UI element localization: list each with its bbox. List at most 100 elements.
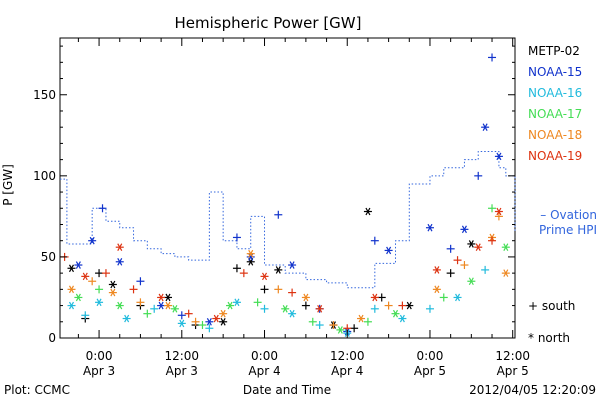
marker-stroke — [82, 272, 88, 281]
north-star-marker — [405, 301, 414, 310]
north-star-marker — [453, 293, 462, 302]
marker-stroke — [172, 305, 178, 313]
y-axis: 0 50 100 150 — [33, 45, 515, 345]
x-tick-label-time: 0:00 — [251, 349, 278, 363]
south-plus-marker — [136, 298, 145, 307]
south-plus-marker — [315, 321, 324, 330]
x-tick-label-date: Apr 3 — [166, 364, 198, 378]
marker-stroke — [117, 301, 123, 310]
x-tick-label-date: Apr 3 — [83, 364, 115, 378]
north-star-marker — [370, 293, 379, 302]
south-plus-marker — [363, 317, 372, 326]
marker-stroke — [248, 253, 254, 261]
south-plus-marker — [81, 311, 90, 320]
south-plus-marker — [239, 269, 248, 278]
ovation-line — [60, 151, 516, 289]
y-tick-label: 0 — [48, 331, 56, 345]
north-star-marker — [246, 257, 255, 266]
north-star-marker — [288, 309, 297, 318]
north-star-marker — [494, 152, 503, 161]
legend-ovation: Prime HPI — [539, 223, 597, 237]
marker-stroke — [482, 123, 488, 131]
marker-stroke — [75, 261, 81, 269]
marker-stroke — [289, 309, 295, 318]
north-star-marker — [281, 305, 290, 313]
y-tick-label: 100 — [33, 169, 56, 183]
south-plus-marker — [308, 317, 317, 326]
marker-stroke — [372, 293, 378, 302]
marker-stroke — [282, 305, 288, 313]
north-star-marker — [164, 301, 173, 310]
marker-stroke — [434, 285, 440, 294]
marker-stroke — [337, 326, 343, 334]
marker-stroke — [68, 301, 75, 310]
south-plus-marker — [136, 277, 145, 286]
legend-entry: NOAA-16 — [528, 86, 582, 100]
south-plus-marker — [488, 204, 497, 213]
north-star-marker — [432, 266, 441, 274]
north-star-marker — [74, 261, 83, 269]
marker-stroke — [475, 243, 481, 251]
south-plus-marker — [301, 301, 310, 310]
north-star-marker — [363, 207, 372, 216]
marker-stroke — [227, 301, 233, 310]
north-star-marker — [391, 309, 400, 318]
south-plus-marker — [260, 304, 269, 313]
south-plus-marker — [370, 236, 379, 245]
legend-entry: NOAA-18 — [528, 128, 582, 142]
marker-stroke — [110, 288, 116, 297]
north-star-marker — [274, 266, 283, 274]
south-plus-marker — [488, 53, 497, 62]
x-tick-label-date: Apr 4 — [248, 364, 280, 378]
marker-stroke — [158, 293, 164, 302]
marker-stroke — [248, 249, 254, 258]
south-plus-marker — [398, 301, 407, 310]
x-tick-label-time: 12:00 — [164, 349, 199, 363]
north-star-marker — [246, 249, 255, 258]
south-plus-marker — [260, 285, 269, 294]
north-star-marker — [246, 253, 255, 261]
x-tick-label-time: 0:00 — [86, 349, 113, 363]
south-plus-marker — [232, 233, 241, 242]
south-plus-marker — [274, 285, 283, 294]
south-plus-marker — [370, 304, 379, 313]
x-tick-label-time: 12:00 — [330, 349, 365, 363]
x-tick-label-date: Apr 4 — [331, 364, 363, 378]
marker-legend: + south * north — [528, 299, 575, 345]
marker-legend-entry: + south — [528, 299, 575, 313]
north-star-marker — [157, 293, 166, 302]
marker-stroke — [275, 266, 281, 274]
south-plus-marker — [98, 204, 107, 213]
marker-stroke — [68, 285, 75, 294]
marker-stroke — [117, 257, 123, 266]
north-star-marker — [260, 272, 269, 281]
marker-stroke — [496, 152, 502, 161]
north-star-marker — [212, 314, 221, 323]
north-star-marker — [157, 301, 166, 310]
marker-stroke — [392, 309, 399, 318]
marker-stroke — [206, 317, 212, 326]
marker-stroke — [158, 301, 164, 310]
north-star-marker — [467, 277, 476, 286]
marker-stroke — [96, 298, 102, 307]
marker-stroke — [89, 236, 95, 245]
north-star-marker — [67, 285, 76, 294]
marker-stroke — [503, 243, 509, 251]
marker-stroke — [220, 317, 226, 326]
legend-entry: NOAA-19 — [528, 149, 582, 163]
north-star-marker — [115, 243, 124, 251]
south-plus-marker — [494, 212, 503, 221]
marker-stroke — [303, 293, 309, 302]
north-star-marker — [481, 123, 490, 131]
south-plus-marker — [88, 277, 97, 286]
north-star-marker — [460, 225, 469, 234]
legend-entry: NOAA-15 — [528, 65, 582, 79]
y-axis-label: P [GW] — [1, 164, 15, 206]
north-star-marker — [384, 246, 393, 255]
south-plus-marker — [184, 309, 193, 318]
marker-stroke — [461, 225, 467, 234]
north-star-marker — [425, 223, 434, 232]
north-star-marker — [501, 243, 510, 251]
